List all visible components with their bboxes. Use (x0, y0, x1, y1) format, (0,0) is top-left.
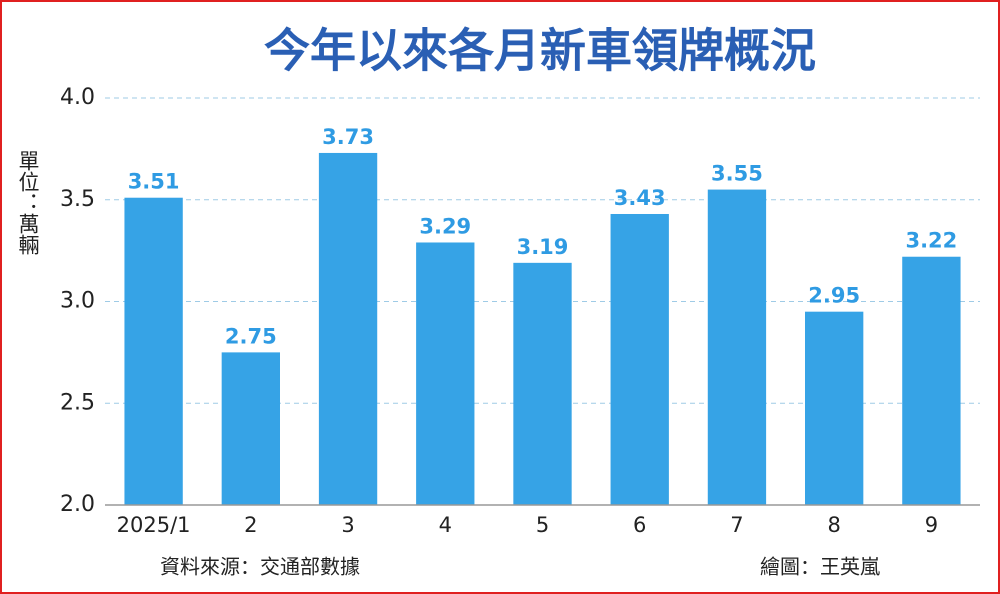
y-tick-label: 2.5 (60, 390, 95, 415)
bar (902, 256, 961, 505)
x-tick-label: 2025/1 (117, 513, 191, 537)
y-tick-label: 2.0 (60, 492, 95, 517)
source: 資料來源：交通部數據 (160, 555, 360, 579)
y-tick-label: 3.0 (60, 289, 95, 314)
x-tick-label: 3 (341, 513, 354, 537)
bar (416, 242, 475, 506)
x-tick-label: 9 (925, 513, 938, 537)
value-label: 3.55 (711, 162, 763, 186)
y-axis-label: 單位：萬輛 (16, 150, 40, 255)
bar (221, 352, 280, 505)
x-tick-label: 8 (827, 513, 840, 537)
bar (610, 213, 669, 505)
value-label: 2.95 (808, 284, 860, 308)
chart-title: 今年以來各月新車領牌概況 (264, 24, 816, 78)
x-tick-label: 4 (439, 513, 452, 537)
value-label: 3.73 (322, 125, 374, 149)
bar (124, 197, 183, 505)
credit: 繪圖：王英嵐 (760, 555, 880, 579)
x-tick-label: 7 (730, 513, 743, 537)
y-tick-label: 4.0 (60, 85, 95, 110)
bar (513, 262, 572, 505)
value-label: 3.19 (517, 235, 569, 259)
value-label: 3.43 (614, 186, 666, 210)
x-tick-label: 6 (633, 513, 646, 537)
bar (707, 189, 767, 505)
value-label: 3.29 (419, 214, 471, 238)
x-tick-label: 2 (244, 513, 257, 537)
value-label: 3.51 (128, 170, 180, 194)
value-label: 2.75 (225, 324, 277, 348)
y-tick-label: 3.5 (60, 187, 95, 212)
bar (318, 152, 378, 505)
bar (805, 311, 864, 505)
value-label: 3.22 (905, 229, 957, 253)
x-tick-label: 5 (536, 513, 549, 537)
